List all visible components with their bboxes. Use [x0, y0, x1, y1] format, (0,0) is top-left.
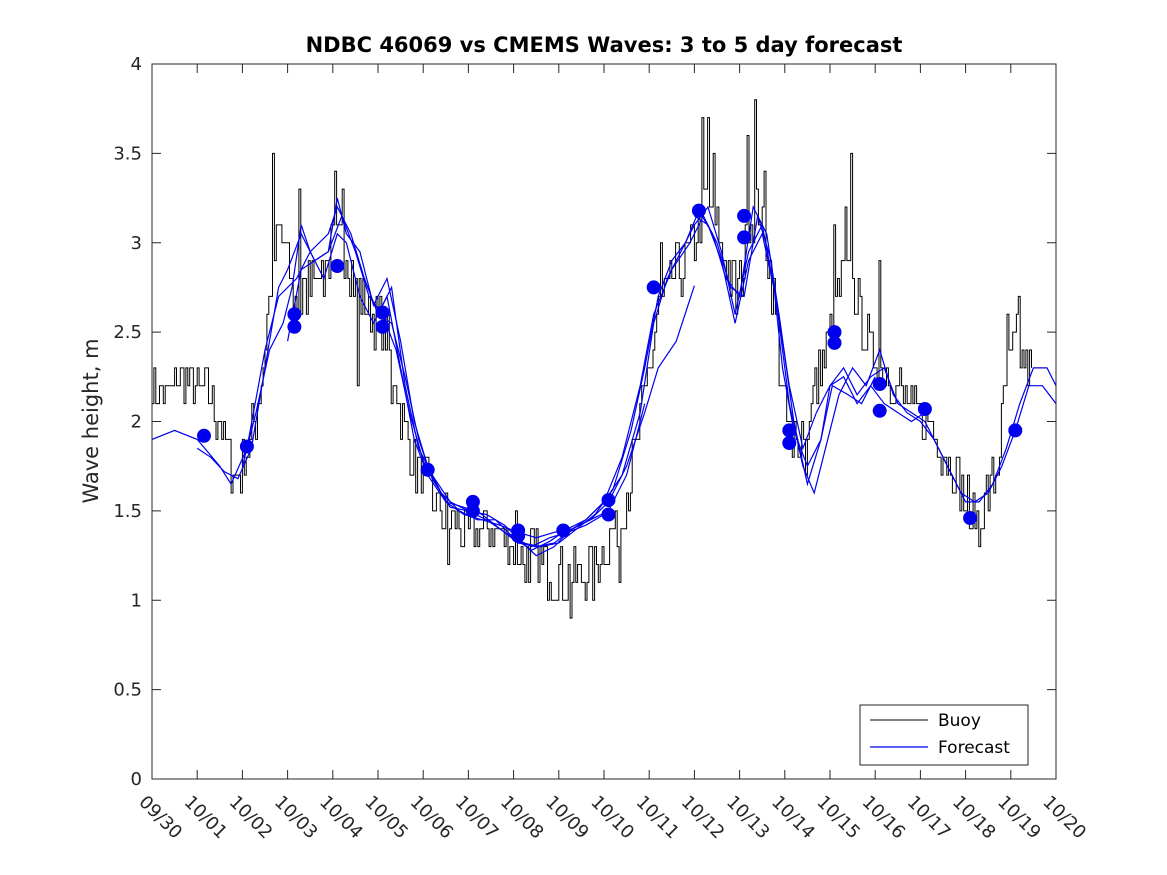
y-tick-label: 0	[131, 769, 142, 790]
forecast-marker	[872, 377, 887, 391]
legend: Buoy Forecast	[859, 704, 1029, 766]
y-tick-label: 3	[131, 233, 142, 254]
forecast-marker	[375, 319, 390, 334]
forecast-marker	[963, 511, 978, 525]
forecast-marker	[872, 403, 887, 418]
plot-area	[152, 64, 1056, 779]
forecast-marker	[691, 203, 706, 218]
legend-forecast-label: Forecast	[938, 738, 1010, 758]
forecast-marker	[465, 503, 480, 518]
forecast-marker	[330, 259, 345, 273]
forecast-marker	[601, 493, 616, 508]
forecast-marker	[239, 439, 254, 454]
forecast-marker	[601, 507, 616, 522]
forecast-marker	[782, 436, 797, 450]
forecast-marker	[737, 208, 752, 223]
forecast-marker	[420, 462, 435, 477]
y-tick-label: 3.5	[113, 143, 142, 164]
buoy-series	[152, 99, 1032, 619]
y-tick-label: 1.5	[113, 501, 142, 522]
forecast-marker	[782, 423, 797, 438]
forecast-marker	[511, 528, 526, 543]
forecast-line-2	[196, 197, 646, 539]
forecast-line-7	[694, 215, 1056, 503]
chart-title: NDBC 46069 vs CMEMS Waves: 3 to 5 day fo…	[306, 33, 903, 57]
y-tick-label: 2	[131, 412, 142, 433]
forecast-marker	[287, 307, 302, 322]
forecast-marker-group	[197, 203, 1023, 543]
forecast-marker	[646, 280, 661, 295]
legend-box	[859, 704, 1029, 766]
legend-buoy-label: Buoy	[938, 711, 981, 731]
forecast-marker	[556, 523, 571, 538]
buoy-line	[152, 99, 1032, 619]
forecast-marker	[375, 305, 390, 320]
forecast-marker	[917, 402, 932, 416]
y-tick-label: 1	[131, 590, 142, 611]
plot-background	[152, 64, 1056, 779]
forecast-marker	[197, 428, 211, 443]
y-tick-label: 0.5	[113, 680, 142, 701]
y-axis-label: Wave height, m	[79, 338, 103, 503]
y-tick-label: 2.5	[113, 322, 142, 343]
forecast-marker	[1008, 423, 1023, 438]
forecast-marker	[287, 319, 302, 334]
forecast-marker	[827, 335, 842, 350]
y-tick-label: 4	[131, 54, 142, 75]
forecast-marker	[737, 230, 752, 245]
